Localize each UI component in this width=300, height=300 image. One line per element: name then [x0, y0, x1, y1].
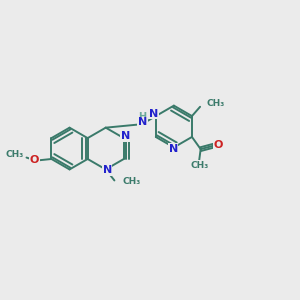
Text: N: N [121, 131, 130, 141]
Text: N: N [169, 143, 178, 154]
Text: CH₃: CH₃ [5, 150, 24, 159]
Text: O: O [30, 155, 39, 165]
Text: N: N [138, 117, 147, 128]
Text: H: H [139, 112, 147, 122]
Text: N: N [149, 109, 158, 119]
Text: O: O [214, 140, 223, 150]
Text: CH₃: CH₃ [190, 161, 208, 170]
Text: N: N [103, 165, 112, 175]
Text: CH₃: CH₃ [206, 99, 225, 108]
Text: CH₃: CH₃ [122, 176, 141, 185]
